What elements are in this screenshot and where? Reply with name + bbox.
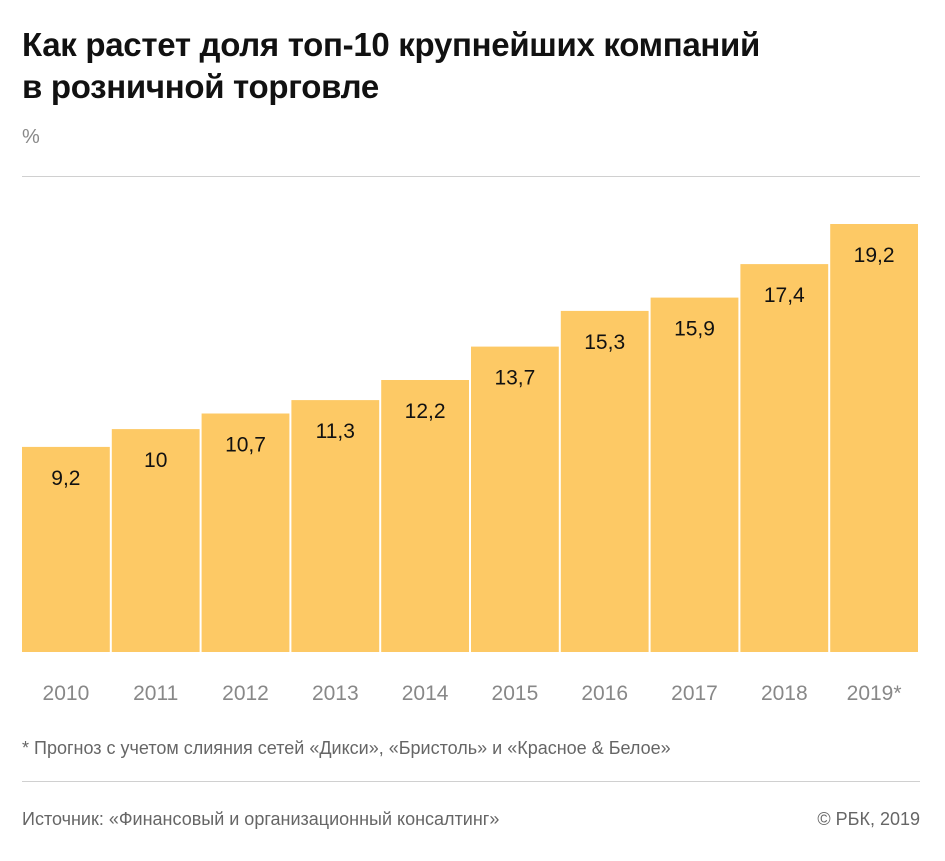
bar-2010 (22, 446, 110, 652)
value-label-2010: 9,2 (51, 467, 80, 490)
x-tick-label-2011: 2011 (133, 682, 178, 705)
x-tick-label-2019*: 2019* (847, 682, 902, 705)
x-tick-label-2010: 2010 (43, 682, 90, 705)
x-tick-label-2017: 2017 (671, 682, 718, 705)
bar-2018 (740, 264, 829, 652)
bottom-divider (22, 781, 920, 782)
value-label-2015: 13,7 (494, 367, 535, 390)
bar-2014 (381, 380, 469, 652)
footnote: * Прогноз с учетом слияния сетей «Дикси»… (22, 738, 671, 758)
x-tick-label-2012: 2012 (222, 682, 269, 705)
value-label-2018: 17,4 (764, 284, 805, 307)
chart-title: Как растет доля топ-10 крупнейших компан… (22, 24, 922, 108)
x-tick-label-2015: 2015 (492, 682, 539, 705)
value-label-2012: 10,7 (225, 434, 266, 457)
copyright: © РБК, 2019 (817, 809, 920, 829)
bar-2012 (201, 413, 290, 652)
x-tick-label-2013: 2013 (312, 682, 359, 705)
value-label-2016: 15,3 (584, 331, 625, 354)
bar-2019* (830, 224, 918, 652)
bar-2015 (471, 346, 559, 652)
top-divider (22, 176, 920, 177)
chart-title-line-2: в розничной торговле (22, 68, 379, 105)
bar-2013 (291, 400, 380, 652)
unit-label: % (22, 126, 40, 148)
bar-2017 (650, 297, 739, 652)
x-tick-label-2018: 2018 (761, 682, 808, 705)
bar-2011 (111, 429, 200, 652)
x-tick-label-2014: 2014 (402, 682, 449, 705)
bar-2016 (560, 310, 649, 652)
value-label-2013: 11,3 (316, 420, 355, 443)
source-note: Источник: «Финансовый и организационный … (22, 809, 500, 829)
value-label-2017: 15,9 (674, 318, 715, 341)
value-label-2011: 10 (144, 449, 167, 472)
x-tick-label-2016: 2016 (581, 682, 628, 705)
chart-title-line-1: Как растет доля топ-10 крупнейших компан… (22, 26, 761, 63)
value-label-2019*: 19,2 (854, 244, 895, 267)
bar-chart: 9,2 2010 10 2011 10,7 2012 11,3 2013 12,2 2014 13,… (22, 224, 918, 705)
value-label-2014: 12,2 (405, 400, 446, 423)
